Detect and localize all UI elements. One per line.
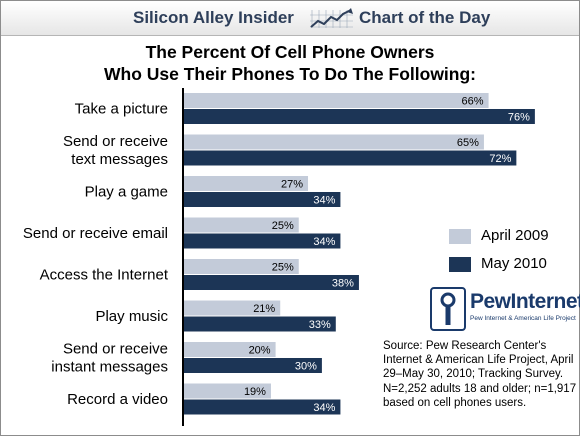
data-label-april-2009-1: 65% [457, 137, 479, 149]
category-label-6-1: instant messages [51, 359, 168, 376]
category-label-7-0: Record a video [67, 391, 168, 408]
data-label-may-2010-6: 30% [295, 361, 317, 373]
data-label-april-2009-5: 21% [253, 303, 275, 315]
bar-april-2009-2 [183, 176, 309, 191]
bar-april-2009-1 [183, 134, 484, 150]
category-label-1-0: Send or receive [63, 133, 168, 150]
category-label-2-0: Play a game [85, 184, 168, 201]
category-label-1-1: text messages [71, 151, 168, 168]
data-label-april-2009-3: 25% [272, 220, 294, 232]
source-note: Source: Pew Research Center's Internet &… [383, 340, 577, 409]
bar-may-2010-3 [183, 233, 341, 249]
chart-title-line-1: The Percent Of Cell Phone Owners [145, 42, 435, 62]
data-label-may-2010-5: 33% [309, 319, 331, 331]
pew-logo-icon [430, 287, 466, 331]
pew-logo-subtitle: Pew Internet & American Life Project [470, 315, 576, 322]
data-label-april-2009-2: 27% [281, 179, 303, 191]
bar-april-2009-7 [183, 383, 271, 399]
bar-april-2009-6 [183, 342, 276, 357]
category-label-6-0: Send or receive [63, 341, 168, 358]
legend-swatch-april-2009 [449, 229, 471, 244]
section-name: Chart of the Day [359, 8, 491, 27]
bar-may-2010-4 [183, 275, 359, 290]
bar-april-2009-3 [183, 217, 299, 233]
bar-may-2010-6 [183, 358, 322, 373]
chart-title-line-2: Who Use Their Phones To Do The Following… [103, 64, 477, 84]
bar-april-2009-4 [183, 259, 299, 274]
pew-logo-text: PewInternet [470, 290, 580, 313]
data-label-april-2009-4: 25% [272, 262, 294, 274]
category-label-3-0: Send or receive email [23, 225, 168, 242]
bar-april-2009-0 [183, 93, 489, 108]
data-label-may-2010-4: 38% [332, 278, 354, 290]
category-label-0-0: Take a picture [75, 101, 168, 118]
category-label-5-0: Play music [95, 308, 168, 325]
legend-label-april-2009: April 2009 [481, 227, 549, 244]
legend-label-may-2010: May 2010 [481, 255, 547, 272]
bar-may-2010-2 [183, 192, 341, 207]
data-label-may-2010-1: 72% [489, 153, 511, 165]
data-label-may-2010-7: 34% [313, 402, 335, 414]
bar-may-2010-0 [183, 109, 535, 124]
brand-name: Silicon Alley Insider [133, 8, 294, 27]
bar-may-2010-1 [183, 150, 517, 166]
header-bar: Silicon Alley Insider Chart of the Day [1, 1, 579, 36]
chart-trend-icon [310, 8, 353, 28]
legend-swatch-may-2010 [449, 257, 471, 272]
data-label-may-2010-3: 34% [313, 236, 335, 248]
data-label-april-2009-7: 19% [244, 386, 266, 398]
data-label-april-2009-6: 20% [249, 345, 271, 357]
bar-may-2010-7 [183, 399, 341, 415]
bar-april-2009-5 [183, 300, 281, 316]
data-label-may-2010-2: 34% [313, 195, 335, 207]
bar-may-2010-5 [183, 316, 336, 332]
category-label-4-0: Access the Internet [40, 267, 169, 284]
data-label-april-2009-0: 66% [462, 96, 484, 108]
data-label-may-2010-0: 76% [508, 112, 530, 124]
